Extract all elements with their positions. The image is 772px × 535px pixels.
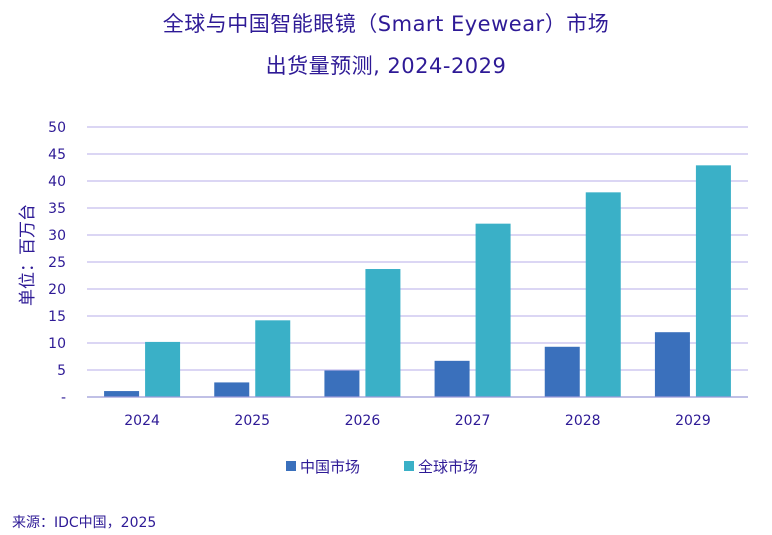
legend-swatch (286, 461, 296, 471)
y-tick-label: 20 (48, 282, 66, 298)
x-tick-label: 2028 (565, 413, 601, 429)
y-tick-label: 45 (48, 147, 66, 163)
y-tick-label: 15 (48, 309, 66, 325)
x-tick-label: 2025 (234, 413, 270, 429)
y-tick-label: 25 (48, 255, 66, 271)
bar-global-2026 (365, 269, 401, 397)
y-tick-label: 40 (48, 174, 66, 190)
y-tick-label: 10 (48, 336, 66, 352)
legend-swatch (404, 461, 414, 471)
y-tick-label: - (61, 390, 66, 406)
chart-subtitle: 出货量预测, 2024-2029 (265, 54, 507, 78)
bar-china-2024 (104, 391, 140, 397)
bar-global-2029 (695, 165, 731, 397)
x-tick-label: 2027 (455, 413, 491, 429)
bar-china-2025 (214, 382, 250, 397)
y-tick-label: 35 (48, 201, 66, 217)
x-tick-label: 2026 (345, 413, 381, 429)
bar-global-2024 (145, 341, 181, 397)
x-tick-label: 2024 (124, 413, 160, 429)
y-tick-label: 30 (48, 228, 66, 244)
chart-title: 全球与中国智能眼镜（Smart Eyewear）市场 (162, 12, 610, 36)
bar-global-2025 (255, 320, 291, 397)
bar-china-2028 (544, 346, 580, 397)
legend-label: 全球市场 (418, 458, 478, 476)
legend: 中国市场 全球市场 (286, 458, 478, 476)
y-tick-label: 50 (48, 120, 66, 136)
gridlines (87, 126, 748, 371)
source-note: 来源：IDC中国，2025 (12, 515, 157, 531)
x-tick-label: 2029 (675, 413, 711, 429)
y-axis-label: 单位：百万台 (18, 204, 38, 306)
y-axis-ticks: - 5 10 15 20 25 30 35 40 45 50 (48, 120, 66, 406)
bar-china-2026 (324, 370, 360, 397)
bar-global-2028 (585, 192, 621, 397)
bar-global-2027 (475, 223, 511, 397)
y-tick-label: 5 (57, 363, 66, 379)
legend-label: 中国市场 (300, 458, 360, 476)
bars (104, 165, 731, 397)
x-axis-ticks: 2024 2025 2026 2027 2028 2029 (124, 413, 710, 429)
bar-china-2027 (434, 360, 470, 397)
bar-china-2029 (654, 332, 690, 397)
